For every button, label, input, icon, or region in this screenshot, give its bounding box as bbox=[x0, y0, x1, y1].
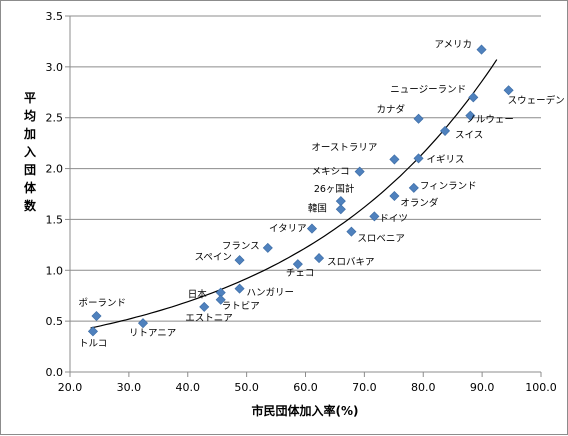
point-label: ラトビア bbox=[222, 301, 260, 312]
point-label: オーストラリア bbox=[311, 142, 377, 153]
point-label: 26ヶ国計 bbox=[314, 183, 355, 195]
y-tick-label: 0.0 bbox=[46, 366, 64, 379]
y-tick-label: 2.0 bbox=[46, 163, 64, 176]
data-point bbox=[369, 211, 380, 222]
point-label: フランス bbox=[222, 241, 260, 252]
point-label: ハンガリー bbox=[247, 288, 295, 299]
point-label: エストニア bbox=[185, 313, 233, 324]
data-point bbox=[215, 294, 226, 305]
point-label: スペイン bbox=[195, 252, 232, 263]
point-label: スウェーデン bbox=[508, 94, 565, 106]
x-tick-label: 20.0 bbox=[58, 381, 83, 394]
point-label: リトアニア bbox=[129, 328, 176, 339]
x-tick-label: 80.0 bbox=[411, 381, 436, 394]
point-label: カナダ bbox=[377, 104, 406, 116]
y-tick-label: 3.0 bbox=[46, 61, 64, 74]
data-point bbox=[468, 92, 479, 103]
point-label: 日本 bbox=[188, 289, 208, 301]
data-point bbox=[346, 226, 357, 237]
data-point bbox=[389, 154, 400, 165]
data-point bbox=[137, 318, 149, 329]
point-label: イギリス bbox=[427, 154, 465, 165]
x-tick-label: 60.0 bbox=[293, 381, 318, 394]
point-label: スイス bbox=[455, 130, 483, 141]
point-label: ノルウェー bbox=[466, 115, 514, 126]
trendline bbox=[90, 59, 498, 329]
point-label: イタリア bbox=[269, 224, 307, 235]
point-label: メキシコ bbox=[312, 167, 350, 178]
data-point bbox=[413, 113, 424, 124]
y-tick-label: 1.5 bbox=[46, 213, 64, 226]
x-tick-label: 30.0 bbox=[117, 381, 142, 394]
axes: 0.0 0.5 1.0 1.5 2.0 2.5 3.0 3.5 20.0 30.0 40.0 50.0… bbox=[46, 10, 557, 394]
x-tick-label: 90.0 bbox=[470, 381, 495, 394]
y-axis-title: 平均加入団体数 bbox=[23, 91, 37, 213]
y-tick-label: 0.5 bbox=[46, 315, 64, 328]
y-tick-label: 2.5 bbox=[46, 112, 64, 125]
point-label: スロベニア bbox=[357, 234, 405, 245]
point-label: トルコ bbox=[79, 338, 107, 349]
point-label: ポーランド bbox=[78, 298, 126, 309]
y-tick-label: 3.5 bbox=[46, 10, 64, 23]
x-tick-label: 70.0 bbox=[352, 381, 377, 394]
data-point bbox=[465, 110, 476, 121]
data-point bbox=[87, 326, 98, 337]
point-label: ドイツ bbox=[379, 213, 408, 224]
x-tick-label: 40.0 bbox=[176, 381, 201, 394]
data-point bbox=[440, 125, 451, 136]
data-point bbox=[234, 255, 245, 266]
data-point bbox=[292, 259, 303, 270]
data-point bbox=[413, 153, 424, 164]
y-tick-label: 1.0 bbox=[46, 264, 64, 277]
point-label: オランダ bbox=[400, 197, 439, 209]
point-label: チェコ bbox=[286, 268, 315, 279]
data-point bbox=[503, 85, 514, 96]
point-label: フィンランド bbox=[420, 181, 477, 192]
data-point bbox=[234, 283, 245, 294]
point-label: 韓国 bbox=[308, 203, 327, 214]
data-point bbox=[354, 166, 365, 177]
data-point bbox=[476, 44, 487, 55]
x-tick-label: 50.0 bbox=[234, 381, 259, 394]
point-label: ニュージーランド bbox=[390, 84, 466, 95]
data-point bbox=[262, 242, 273, 253]
data-point bbox=[91, 311, 102, 322]
point-label: アメリカ bbox=[435, 40, 473, 51]
gridlines bbox=[70, 15, 541, 322]
point-label: スロバキア bbox=[327, 257, 375, 268]
x-axis-title: 市民団体加入率(%) bbox=[252, 403, 359, 418]
data-point bbox=[199, 301, 210, 312]
data-point bbox=[408, 182, 419, 193]
data-point bbox=[314, 253, 325, 264]
data-point bbox=[306, 223, 318, 234]
data-point bbox=[335, 204, 346, 215]
data-point bbox=[389, 191, 400, 202]
data-points bbox=[87, 44, 514, 337]
trendline-path bbox=[90, 59, 498, 329]
x-tick-label: 100.0 bbox=[525, 381, 557, 394]
